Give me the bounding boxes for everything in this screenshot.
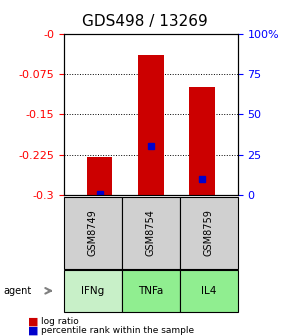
Text: GDS498 / 13269: GDS498 / 13269 xyxy=(82,14,208,29)
Text: TNFa: TNFa xyxy=(138,286,164,296)
Text: GSM8749: GSM8749 xyxy=(88,209,98,256)
Text: GSM8759: GSM8759 xyxy=(204,209,214,256)
Bar xyxy=(138,55,164,195)
Text: ■: ■ xyxy=(28,317,38,327)
Text: IFNg: IFNg xyxy=(81,286,104,296)
Text: GSM8754: GSM8754 xyxy=(146,209,156,256)
Text: agent: agent xyxy=(3,286,31,296)
Text: percentile rank within the sample: percentile rank within the sample xyxy=(41,327,194,335)
Text: ■: ■ xyxy=(28,326,38,336)
Bar xyxy=(87,157,113,195)
Text: IL4: IL4 xyxy=(201,286,217,296)
Bar xyxy=(189,87,215,195)
Text: log ratio: log ratio xyxy=(41,317,78,326)
